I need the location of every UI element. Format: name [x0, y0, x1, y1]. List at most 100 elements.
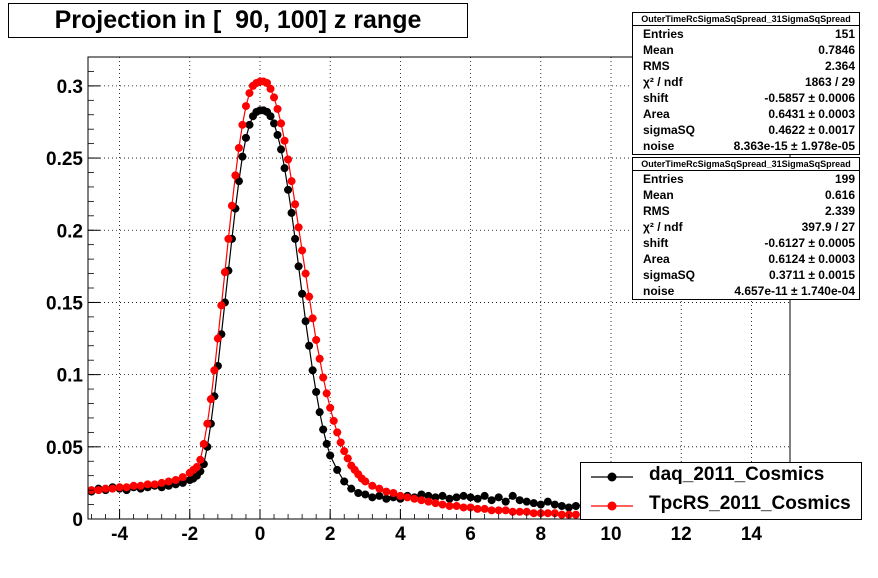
data-point-tpcrs: [361, 477, 370, 486]
stats-row-entries: Entries 151: [633, 26, 859, 42]
stats-row-sigmasq: sigmaSQ 0.3711 ± 0.0015: [633, 267, 859, 283]
data-point-tpcrs: [224, 234, 233, 243]
data-point-tpcrs: [206, 395, 215, 404]
data-point-tpcrs: [403, 493, 412, 502]
data-point-tpcrs: [312, 335, 321, 344]
y-tick-label: 0.2: [57, 221, 83, 242]
stats-key: Area: [643, 107, 670, 121]
data-point-daq: [417, 490, 426, 499]
data-point-tpcrs: [322, 389, 331, 398]
data-point-tpcrs: [522, 507, 531, 516]
stats-value: -0.6127 ± 0.0005: [764, 236, 855, 250]
stats-value: 0.7846: [818, 43, 855, 57]
data-point-daq: [277, 145, 286, 154]
data-point-tpcrs: [245, 89, 254, 98]
data-point-daq: [305, 341, 314, 350]
stats-row-noise: noise 4.657e-11 ± 1.740e-04: [633, 283, 859, 299]
stats-row-entries: Entries 199: [633, 171, 859, 187]
legend-entry-daq: daq_2011_Cosmics: [581, 463, 861, 492]
stats-key: noise: [643, 139, 675, 153]
data-point-daq: [315, 408, 324, 417]
data-point-daq: [452, 493, 461, 502]
data-point-tpcrs: [487, 506, 496, 515]
stats-row-rms: RMS 2.364: [633, 58, 859, 74]
data-point-daq: [319, 425, 328, 434]
data-point-tpcrs: [329, 416, 338, 425]
data-point-tpcrs: [143, 480, 152, 489]
data-point-tpcrs: [241, 102, 250, 111]
stats-value: 199: [834, 172, 855, 186]
data-point-daq: [245, 120, 254, 129]
data-point-daq: [368, 493, 377, 502]
x-tick-label: 14: [741, 524, 763, 545]
data-point-daq: [508, 491, 517, 500]
stats-value: 2.364: [824, 59, 855, 73]
axes: -4 -2 0 2 4 6 8 10 12 14 0 0.05 0.1 0.15 0.2 0.25 0.3: [46, 56, 780, 545]
data-point-tpcrs: [382, 487, 391, 496]
stats-key: Mean: [643, 188, 674, 202]
data-point-tpcrs: [308, 314, 317, 323]
stats-value: 8.363e-15 ± 1.978e-05: [733, 139, 855, 153]
data-point-daq: [347, 484, 356, 493]
data-point-tpcrs: [494, 506, 503, 515]
data-point-tpcrs: [305, 292, 314, 301]
stats-value: 1863 / 29: [804, 75, 855, 89]
y-tick-label: 0.1: [57, 366, 84, 387]
stats-key: sigmaSQ: [643, 123, 696, 137]
legend-entry-tpcrs: TpcRS_2011_Cosmics: [581, 492, 861, 521]
data-point-tpcrs: [234, 143, 243, 152]
data-point-daq: [438, 491, 447, 500]
stats-key: RMS: [643, 59, 670, 73]
stats-row-area: Area 0.6124 ± 0.0003: [633, 251, 859, 267]
data-point-tpcrs: [213, 334, 222, 343]
x-tick-label: 12: [671, 524, 692, 545]
stats-value: 151: [834, 27, 855, 41]
data-point-daq: [280, 164, 289, 173]
data-point-daq: [522, 497, 531, 506]
data-point-daq: [445, 494, 454, 503]
data-point-tpcrs: [301, 269, 310, 278]
data-point-daq: [273, 130, 282, 139]
data-point-tpcrs: [557, 510, 566, 519]
data-point-daq: [298, 289, 307, 298]
data-point-tpcrs: [157, 478, 166, 487]
data-point-daq: [529, 499, 538, 508]
data-point-tpcrs: [294, 223, 303, 232]
series-line-tpcrs: [91, 80, 576, 516]
data-point-tpcrs: [196, 455, 205, 464]
data-point-daq: [284, 185, 293, 194]
data-point-tpcrs: [375, 484, 384, 493]
data-point-tpcrs: [319, 373, 328, 382]
data-point-daq: [234, 177, 243, 186]
data-point-tpcrs: [280, 136, 289, 145]
data-point-daq: [178, 478, 187, 487]
legend: daq_2011_Cosmics TpcRS_2011_Cosmics: [580, 462, 862, 520]
stats-row-mean: Mean 0.7846: [633, 42, 859, 58]
stats-key: shift: [643, 236, 669, 250]
data-point-tpcrs: [417, 496, 426, 505]
data-point-tpcrs: [108, 484, 117, 493]
data-point-daq: [550, 500, 559, 509]
data-point-daq: [361, 490, 370, 499]
stats-key: Mean: [643, 43, 674, 57]
stats-value: 0.4622 ± 0.0017: [768, 123, 855, 137]
data-point-daq: [473, 494, 482, 503]
data-point-daq: [564, 503, 573, 512]
x-tick-label: 2: [325, 524, 336, 545]
data-point-daq: [494, 493, 503, 502]
stats-key: RMS: [643, 204, 670, 218]
data-point-tpcrs: [150, 480, 159, 489]
data-point-tpcrs: [291, 200, 300, 209]
data-point-daq: [557, 502, 566, 511]
data-point-daq: [501, 497, 510, 506]
data-point-daq: [375, 491, 384, 500]
data-point-tpcrs: [266, 84, 275, 93]
stats-row-area: Area 0.6431 ± 0.0003: [633, 106, 859, 122]
stats-row-mean: Mean 0.616: [633, 187, 859, 203]
x-tick-label: 10: [600, 524, 621, 545]
stats-key: χ² / ndf: [643, 75, 683, 89]
data-point-tpcrs: [129, 481, 138, 490]
data-point-tpcrs: [115, 483, 124, 492]
data-point-daq: [270, 119, 279, 128]
y-tick-label: 0.25: [46, 149, 83, 170]
